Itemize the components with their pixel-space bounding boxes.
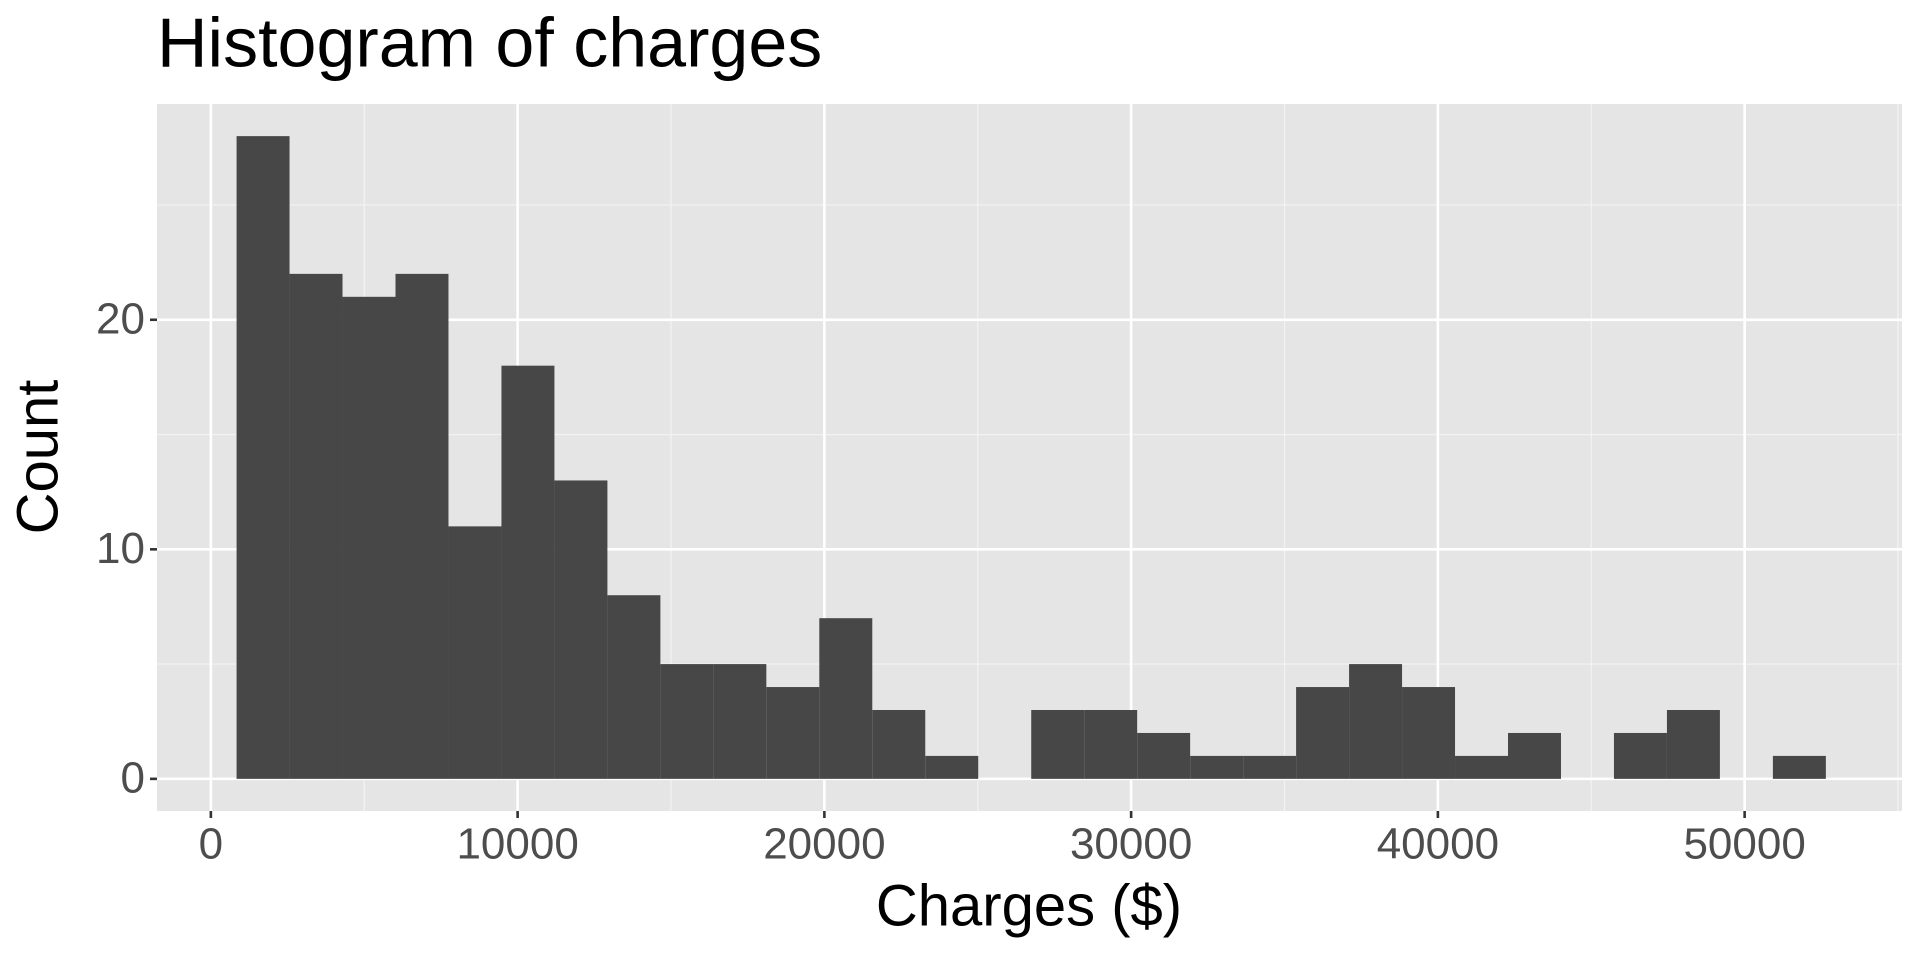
bar xyxy=(1084,710,1138,779)
x-tick-label: 40000 xyxy=(1377,820,1499,869)
x-tick-label: 50000 xyxy=(1683,820,1805,869)
bar xyxy=(1296,687,1350,779)
chart-title: Histogram of charges xyxy=(157,3,822,81)
bar xyxy=(501,365,555,779)
bar xyxy=(1243,755,1297,779)
bar xyxy=(554,480,608,779)
y-tick-label: 20 xyxy=(96,294,145,343)
bar xyxy=(1402,687,1456,779)
bar xyxy=(1190,755,1244,779)
x-tick-label: 20000 xyxy=(763,820,885,869)
x-tick-label: 30000 xyxy=(1070,820,1192,869)
bar xyxy=(713,664,767,779)
bar xyxy=(872,710,926,779)
bar xyxy=(395,273,449,779)
bar xyxy=(1772,755,1826,779)
bar xyxy=(236,136,290,779)
bar xyxy=(289,273,343,779)
y-tick-label: 10 xyxy=(96,524,145,573)
x-axis-title: Charges ($) xyxy=(876,873,1182,938)
bar xyxy=(925,755,979,779)
y-tick-label: 0 xyxy=(121,753,145,802)
bar xyxy=(607,595,661,779)
bar xyxy=(1031,710,1085,779)
x-tick-label: 10000 xyxy=(456,820,578,869)
bar xyxy=(1613,732,1667,779)
bar xyxy=(1455,755,1509,779)
bar xyxy=(342,296,396,779)
bar xyxy=(1666,710,1720,779)
bar xyxy=(819,618,873,779)
bar xyxy=(448,526,502,779)
y-axis-title: Count xyxy=(5,380,70,535)
bar xyxy=(1508,732,1561,779)
bar xyxy=(1137,732,1191,779)
x-tick-label: 0 xyxy=(199,820,223,869)
bar xyxy=(1349,664,1403,779)
bar xyxy=(766,687,820,779)
bar xyxy=(660,664,714,779)
